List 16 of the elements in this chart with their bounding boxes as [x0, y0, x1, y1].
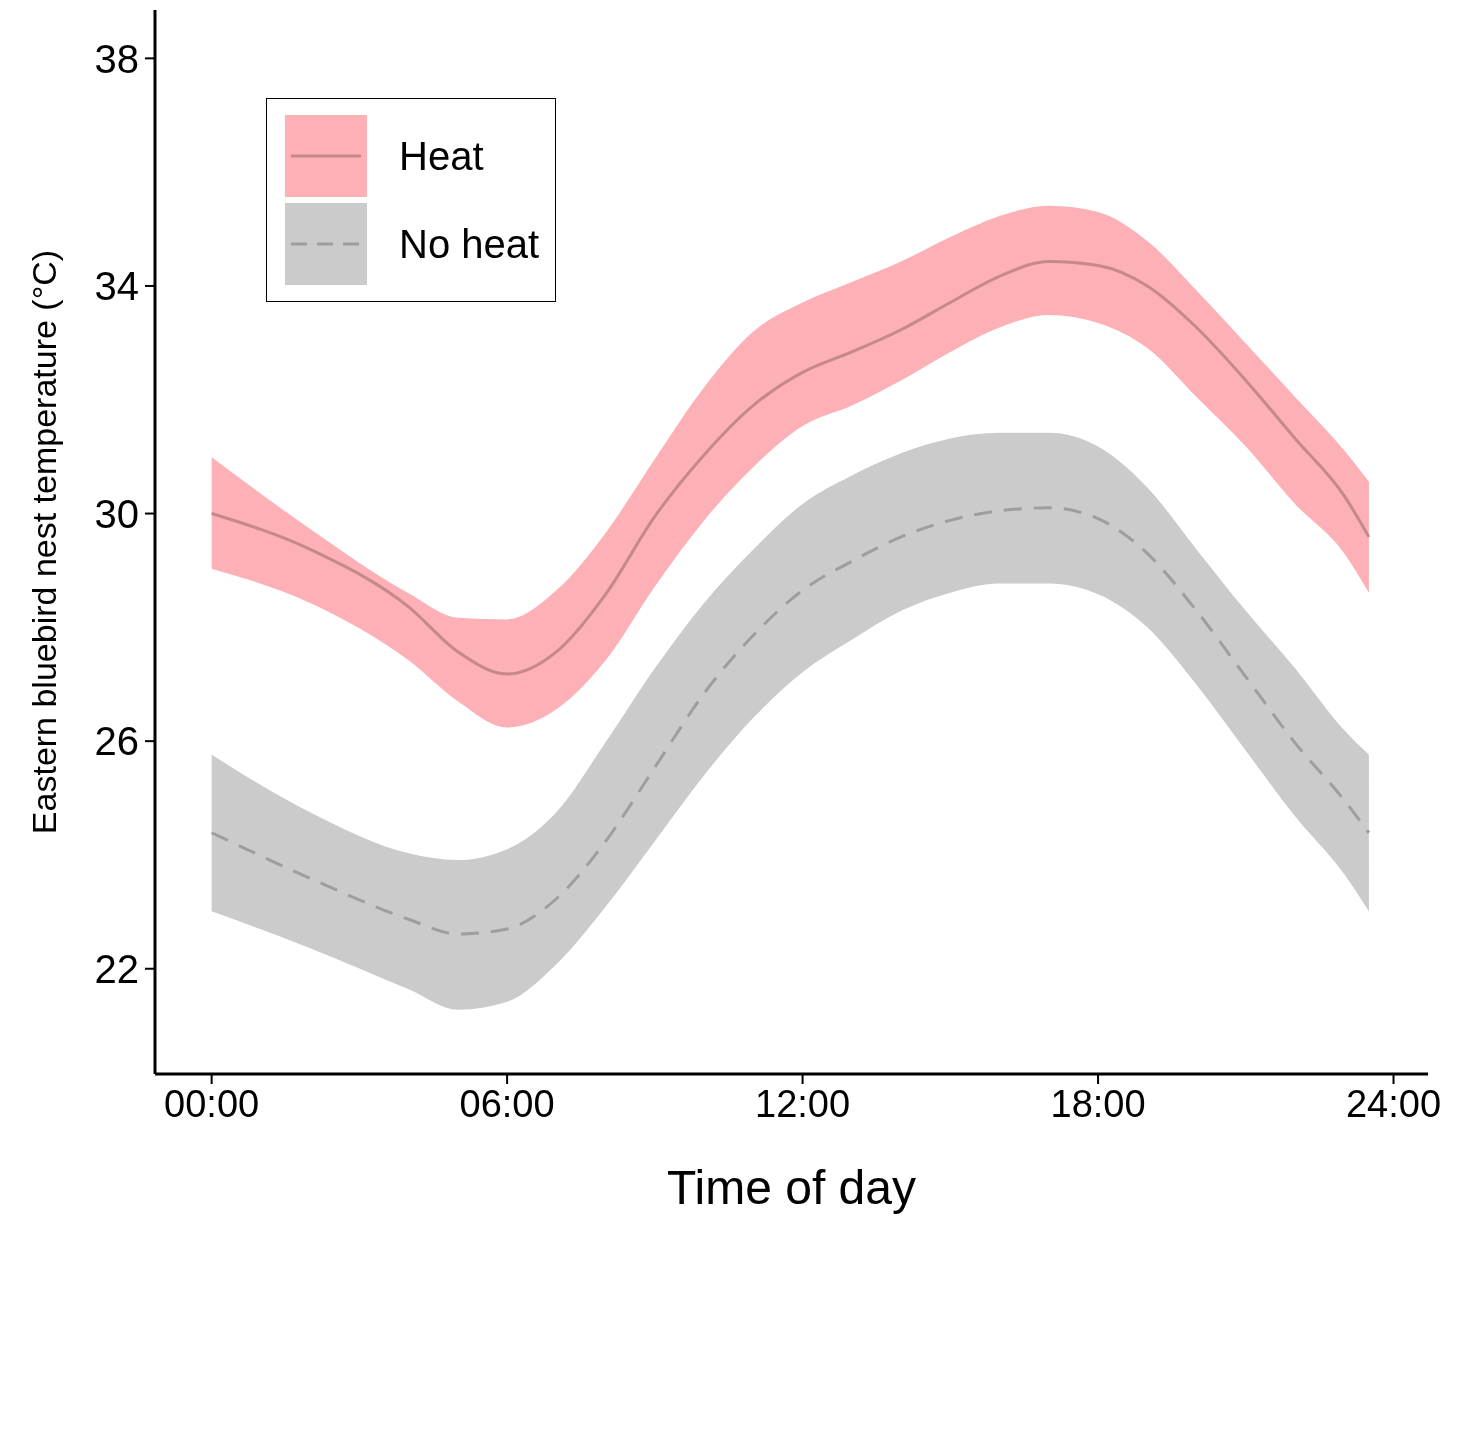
x-axis-title: Time of day — [667, 1161, 916, 1214]
line-series — [210, 506, 1371, 936]
legend-label: Heat — [399, 133, 484, 179]
y-tick-label: 22 — [94, 946, 139, 991]
x-tick-label: 24:00 — [1345, 1082, 1442, 1125]
y-tick-label: 38 — [94, 36, 139, 81]
x-tick-label: 00:00 — [164, 1082, 260, 1125]
y-tick-label: 30 — [94, 491, 139, 536]
line-series — [210, 259, 1371, 676]
legend-label: No heat — [399, 221, 540, 267]
y-axis-title: Eastern bluebird nest temperature (°C) — [25, 249, 64, 835]
y-tick-label: 34 — [94, 264, 139, 309]
x-tick-label: 18:00 — [1050, 1082, 1146, 1125]
x-tick-label: 12:00 — [755, 1082, 851, 1125]
x-tick-label: 06:00 — [459, 1082, 555, 1125]
y-tick-label: 26 — [94, 719, 139, 764]
